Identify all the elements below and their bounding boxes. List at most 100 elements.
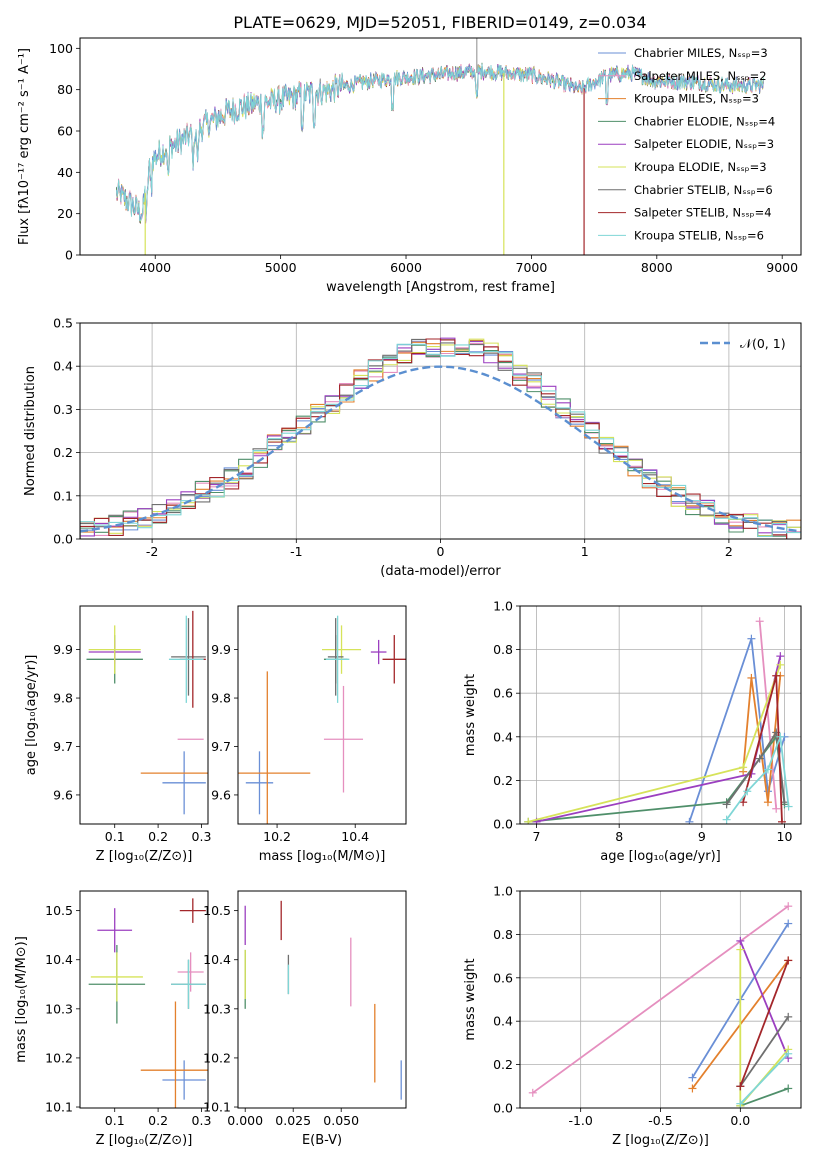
- data-marker: [777, 817, 786, 824]
- data-marker: [755, 754, 764, 763]
- axes-frame: [79, 322, 802, 540]
- data-marker: [736, 1099, 745, 1108]
- y-tick-label: 9.9: [53, 642, 73, 657]
- x-tick-label: 0.3: [192, 1113, 212, 1128]
- x-tick-label: -2: [146, 544, 158, 559]
- legend-label: Kroupa STELIB, Nₛₛₚ=6: [634, 228, 764, 242]
- y-tick-label: 0.6: [493, 970, 513, 985]
- axes-frame: [519, 890, 802, 1109]
- x-tick-label: 9000: [766, 260, 798, 275]
- y-tick-label: 0.4: [53, 359, 73, 374]
- data-marker: [685, 817, 694, 824]
- data-marker: [736, 1082, 745, 1091]
- data-marker: [784, 802, 793, 811]
- plot-area: [238, 615, 406, 824]
- x-tick-label: -1.0: [568, 1113, 592, 1128]
- panel-age-vs-Z: 0.1 0.2 0.3 9.6 9.7 9.8 9.9 Z [log₁₀(Z/Z⊙)] age …: [24, 605, 212, 864]
- weight-series-chabrier-miles: [688, 638, 786, 823]
- y-tick-label: 60: [57, 124, 73, 139]
- y-tick-label: 80: [57, 82, 73, 97]
- y-tick-label: 100: [49, 41, 73, 56]
- x-tick-label: 0.1: [105, 1113, 125, 1128]
- y-axis-label: Flux [fλ10⁻¹⁷ erg cm⁻² s⁻¹ A⁻¹]: [17, 48, 32, 245]
- y-tick-label: 10.1: [203, 1100, 231, 1115]
- panel-mass-vs-Z: 0.1 0.2 0.3 10.1 10.2 10.3 10.4 10.5 Z [log₁₀(Z/…: [14, 890, 212, 1148]
- x-axis-label: age [log₁₀(age/yr)]: [600, 849, 721, 864]
- plot-area: [86, 610, 208, 815]
- x-tick-label: 0.3: [192, 829, 212, 844]
- y-tick-label: 9.8: [53, 691, 73, 706]
- axes-frame: [237, 890, 407, 1109]
- y-tick-label: 0.8: [493, 642, 513, 657]
- legend-label: Chabrier MILES, Nₛₛₚ=3: [634, 46, 768, 60]
- legend-label: Chabrier STELIB, Nₛₛₚ=6: [634, 183, 773, 197]
- x-axis-label: Z [log₁₀(Z/Z⊙)]: [612, 1133, 709, 1148]
- y-tick-label: 0.2: [53, 445, 73, 460]
- data-marker: [784, 1084, 793, 1093]
- panel-mass-vs-ebv: 0.000 0.025 0.050 10.1 10.2 10.3 10.4 10.5 E(B-V…: [203, 890, 407, 1148]
- legend-label: Salpeter MILES, Nₛₛₚ=2: [634, 69, 767, 83]
- y-tick-label: 0.4: [493, 729, 513, 744]
- point-salpeter-stelib: [382, 635, 406, 684]
- y-tick-label: 0.2: [493, 1057, 513, 1072]
- point-kroupa-elodie: [88, 625, 141, 674]
- spectrum-series-kroupa-stelib: [116, 64, 764, 221]
- y-tick-label: 0: [65, 248, 73, 263]
- legend-label: Salpeter STELIB, Nₛₛₚ=4: [634, 206, 772, 220]
- x-tick-label: 5000: [265, 260, 297, 275]
- y-tick-label: 0.1: [53, 488, 73, 503]
- point-chabrier-miles: [162, 1060, 206, 1100]
- x-tick-label: 0.000: [227, 1113, 263, 1128]
- x-tick-label: 7: [533, 829, 541, 844]
- point-chabrier-stelib: [327, 618, 344, 696]
- data-marker: [755, 617, 764, 626]
- weight-series-chabrier-stelib: [739, 1016, 789, 1087]
- data-marker: [772, 671, 781, 680]
- x-axis-label: wavelength [Angstrom, rest frame]: [326, 280, 555, 295]
- x-tick-label: 8: [615, 829, 623, 844]
- y-tick-label: 9.9: [211, 642, 231, 657]
- y-axis-label: mass weight: [463, 958, 478, 1040]
- y-tick-label: 10.3: [203, 1001, 231, 1016]
- point-salpeter-miles: [323, 685, 364, 793]
- data-marker: [784, 1012, 793, 1021]
- axes-frame: [79, 37, 802, 256]
- figure-title: PLATE=0629, MJD=52051, FIBERID=0149, z=0…: [233, 13, 646, 32]
- x-tick-label: 6000: [390, 260, 422, 275]
- x-tick-label: 4000: [139, 260, 171, 275]
- data-marker: [776, 652, 785, 661]
- plot-area: [80, 337, 801, 539]
- weight-series-salpeter-stelib: [739, 960, 790, 1087]
- x-tick-label: 0: [437, 544, 445, 559]
- point-kroupa-stelib: [171, 959, 206, 1009]
- x-tick-label: 10: [777, 829, 793, 844]
- point-kroupa-stelib: [325, 615, 350, 703]
- plot-area: [524, 617, 793, 824]
- axes-frame: [79, 605, 209, 825]
- y-axis-label: age [log₁₀(age/yr)]: [24, 655, 39, 776]
- data-marker: [688, 1084, 697, 1093]
- y-tick-label: 9.6: [53, 787, 73, 802]
- weight-series-kroupa-stelib: [739, 1053, 789, 1105]
- panel-weight-vs-Z: -1.0 -0.5 0.0 0.0 0.2 0.4 0.6 0.8 1.0 Z [log₁₀(Z/…: [463, 884, 802, 1148]
- point-kroupa-stelib: [168, 615, 204, 703]
- y-tick-label: 0.0: [493, 817, 513, 832]
- axes-frame: [79, 890, 209, 1109]
- point-kroupa-miles: [140, 1001, 208, 1108]
- y-axis-label: mass weight: [463, 674, 478, 756]
- point-chabrier-stelib: [171, 618, 206, 696]
- x-tick-label: 0.2: [148, 829, 168, 844]
- y-tick-label: 0.3: [53, 402, 73, 417]
- weight-series-salpeter-miles: [532, 905, 789, 1094]
- data-marker: [688, 1073, 697, 1082]
- data-marker: [776, 660, 785, 669]
- x-axis-label: (data-model)/error: [380, 564, 501, 579]
- x-tick-label: 0.050: [323, 1113, 359, 1128]
- y-tick-label: 40: [57, 165, 73, 180]
- data-marker: [747, 673, 756, 682]
- legend-label: Salpeter ELODIE, Nₛₛₚ=3: [634, 137, 774, 151]
- x-tick-label: 9: [698, 829, 706, 844]
- point-chabrier-miles: [245, 751, 274, 815]
- y-tick-label: 10.2: [45, 1050, 73, 1065]
